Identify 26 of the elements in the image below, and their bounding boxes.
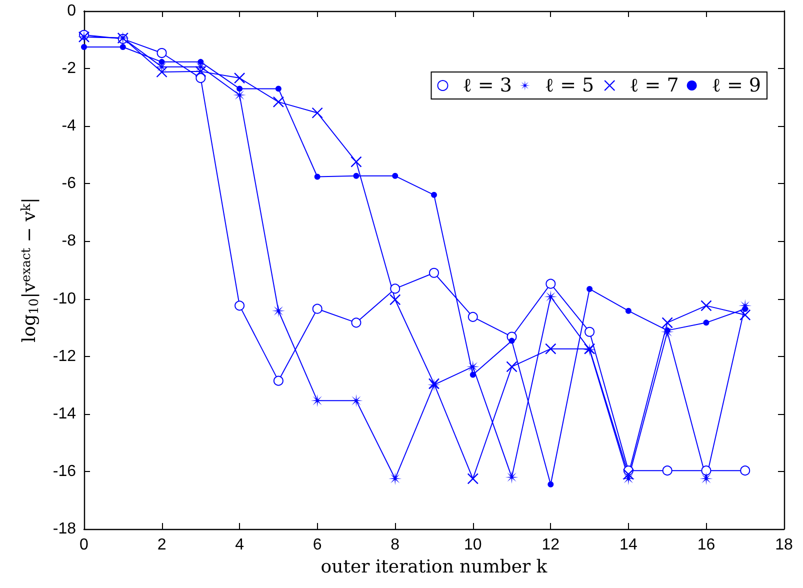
x-tick-label: 10 [464, 536, 482, 554]
y-tick-label: -4 [62, 118, 76, 135]
y-axis-title: log10|vexact − vk| [18, 198, 41, 342]
y-tick-label: -10 [52, 290, 76, 308]
x-tick-label: 14 [620, 536, 638, 554]
x-tick-label: 0 [80, 536, 89, 554]
y-tick-label: 0 [67, 2, 76, 20]
x-tick-label: 2 [157, 536, 166, 554]
legend-label: ℓ = 9 [712, 74, 762, 96]
x-tick-label: 18 [775, 536, 793, 554]
x-tick-label: 4 [235, 536, 244, 554]
y-tick-label: -14 [52, 405, 76, 422]
x-tick-label: 8 [390, 536, 400, 554]
x-tick-label: 12 [542, 536, 560, 554]
y-tick-label: -16 [52, 462, 76, 480]
y-tick-label: -6 [62, 175, 76, 192]
x-tick-label: 6 [312, 536, 322, 554]
y-tick-label: -8 [62, 232, 76, 250]
legend-label: ℓ = 3 [462, 74, 512, 96]
legend-label: ℓ = 5 [544, 74, 594, 96]
y-tick-label: -2 [62, 60, 76, 78]
legend-label: ℓ = 7 [630, 74, 679, 96]
y-tick-label: -12 [52, 348, 76, 365]
x-tick-label: 16 [697, 536, 716, 554]
x-axis-title: outer iteration number k [320, 556, 548, 578]
y-tick-label: -18 [52, 520, 76, 538]
